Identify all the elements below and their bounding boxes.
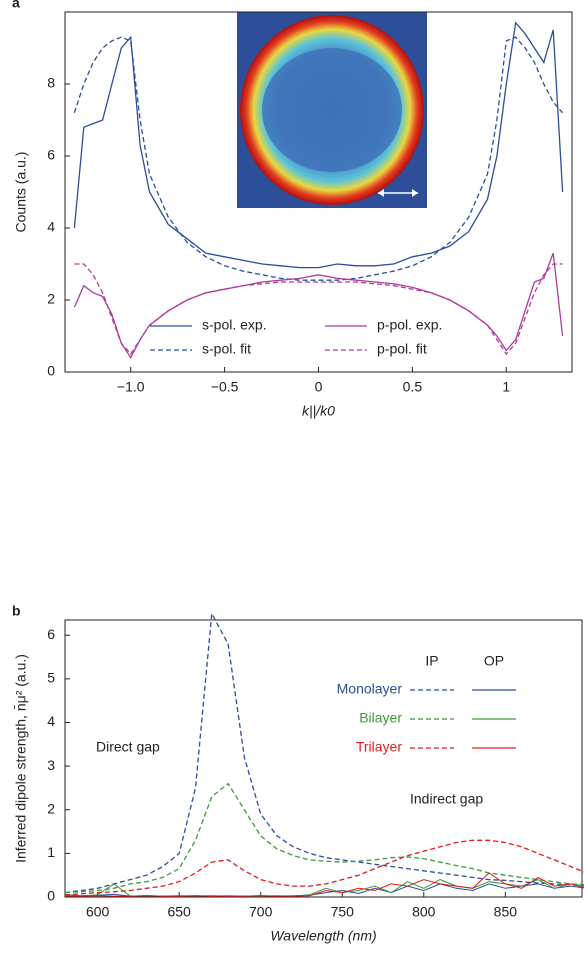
- x-tick-label: 800: [412, 904, 436, 920]
- x-axis-label: k||/k0: [302, 403, 335, 419]
- series-line: [74, 253, 562, 357]
- legend-label: Trilayer: [356, 739, 402, 755]
- y-tick-label: 1: [47, 844, 55, 860]
- x-tick-label: 0: [315, 379, 323, 395]
- y-tick-label: 8: [47, 75, 55, 91]
- legend-label: s-pol. fit: [202, 341, 251, 357]
- plot-frame: [65, 620, 582, 897]
- y-tick-label: 0: [47, 363, 55, 379]
- figure: a −1.0 −0.5 0 0.5 1 0 2 4 6 8 k||/k0 Counts (a.u.) s-…: [0, 0, 584, 961]
- x-tick-label: 750: [331, 904, 355, 920]
- panel-label: a: [12, 0, 20, 11]
- y-axis-label: Inferred dipole strength, n̄μ² (a.u.): [13, 654, 29, 863]
- x-tick-label: 700: [249, 904, 273, 920]
- series-line: [74, 264, 562, 354]
- series-line: [65, 884, 584, 896]
- legend-label: Bilayer: [359, 710, 402, 726]
- x-tick-label: 650: [167, 904, 191, 920]
- y-tick-label: 2: [47, 291, 55, 307]
- legend-label: s-pol. exp.: [202, 317, 267, 333]
- x-tick-label: 850: [494, 904, 518, 920]
- y-tick-label: 2: [47, 800, 55, 816]
- x-tick-label: 0.5: [403, 379, 423, 395]
- annotation: Direct gap: [96, 739, 160, 755]
- annotation: Indirect gap: [410, 791, 483, 807]
- legend-header: IP: [425, 653, 438, 669]
- panel-label: b: [12, 603, 21, 619]
- y-tick-label: 6: [47, 626, 55, 642]
- y-tick-label: 6: [47, 147, 55, 163]
- series-line: [65, 784, 584, 893]
- y-axis-label: Counts (a.u.): [13, 152, 29, 233]
- x-tick-label: −1.0: [117, 379, 145, 395]
- legend-label: p-pol. exp.: [377, 317, 442, 333]
- y-tick-label: 0: [47, 888, 55, 904]
- y-tick-label: 3: [47, 757, 55, 773]
- inset-image: [237, 12, 427, 208]
- x-tick-label: 600: [86, 904, 110, 920]
- y-tick-label: 4: [47, 219, 55, 235]
- y-tick-label: 5: [47, 670, 55, 686]
- x-axis-label: Wavelength (nm): [270, 928, 376, 944]
- legend-header: OP: [484, 653, 504, 669]
- series-line: [65, 840, 584, 895]
- x-tick-label: −0.5: [211, 379, 239, 395]
- y-tick-label: 4: [47, 713, 55, 729]
- x-tick-label: 1: [502, 379, 510, 395]
- legend-label: p-pol. fit: [377, 341, 427, 357]
- legend-label: Monolayer: [337, 681, 403, 697]
